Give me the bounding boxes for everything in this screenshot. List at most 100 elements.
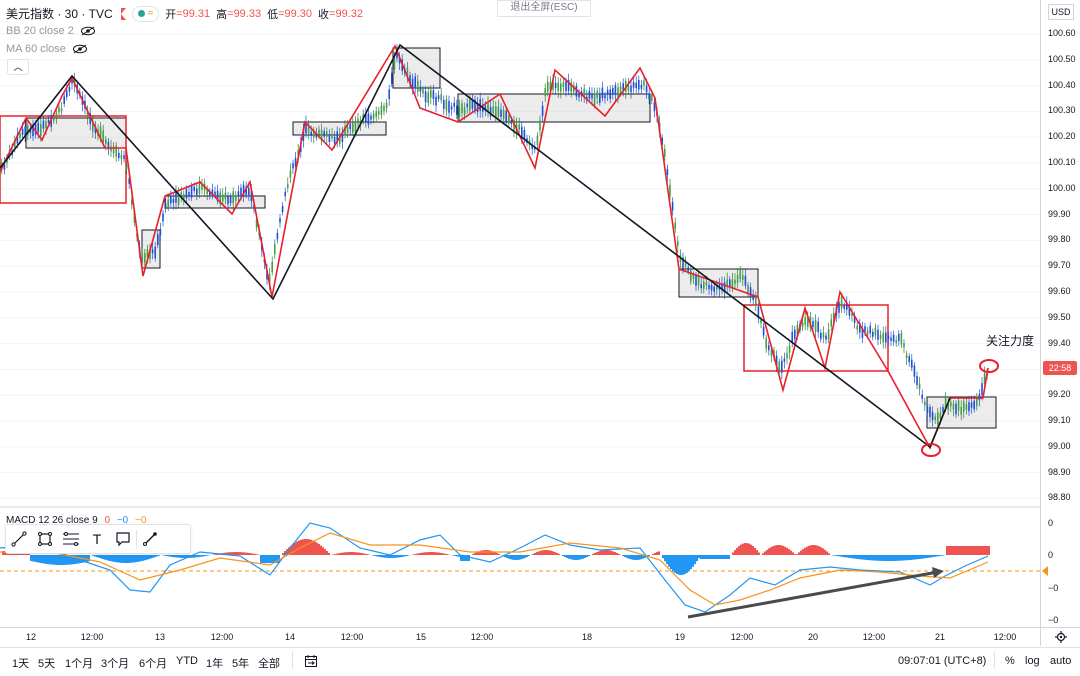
macd-bar	[754, 548, 756, 555]
market-status-pill[interactable]: ≈	[132, 6, 160, 22]
eye-hidden-icon[interactable]	[80, 26, 96, 36]
macd-bar	[936, 555, 938, 556]
macd-bar	[910, 555, 912, 560]
macd-bar	[402, 555, 404, 557]
macd-bar	[538, 551, 540, 555]
macd-tick: −0	[1048, 615, 1058, 625]
range-all-button[interactable]: 全部	[258, 655, 280, 671]
rectangle-icon[interactable]	[32, 526, 58, 552]
time-tick-label: 18	[582, 632, 592, 642]
range-1y-button[interactable]: 1年	[206, 655, 223, 671]
brush-icon[interactable]	[137, 526, 163, 552]
candle-body	[711, 285, 713, 290]
macd-bar	[848, 555, 850, 558]
candle-body	[768, 345, 770, 350]
candle-body	[425, 91, 427, 102]
candle-body	[472, 100, 474, 108]
macd-bar	[958, 546, 960, 555]
macd-bar	[864, 555, 866, 560]
candle-body	[381, 106, 383, 115]
log-scale-toggle[interactable]: log	[1025, 655, 1040, 667]
macd-bar	[142, 555, 144, 561]
indicator-ma-legend[interactable]: MA 60 close	[6, 43, 88, 55]
macd-bar	[622, 555, 624, 556]
candle-body	[240, 188, 242, 197]
macd-bar	[750, 545, 752, 555]
macd-bar	[50, 555, 52, 564]
drawing-toolbar[interactable]: T	[5, 524, 191, 554]
range-5y-button[interactable]: 5年	[232, 655, 249, 671]
callout-icon[interactable]	[110, 526, 136, 552]
candle-body	[789, 346, 791, 353]
macd-bar	[554, 552, 556, 555]
candle-body	[446, 99, 448, 110]
range-6m-button[interactable]: 6个月	[139, 655, 167, 671]
range-5d-button[interactable]: 5天	[38, 655, 55, 671]
candle-body	[804, 317, 806, 325]
currency-label[interactable]: USD	[1048, 4, 1074, 20]
candle-body	[713, 287, 715, 292]
percent-scale-toggle[interactable]: %	[1005, 655, 1015, 667]
macd-bar	[440, 553, 442, 555]
macd-bar	[584, 555, 586, 558]
time-tick-label: 12:00	[341, 632, 364, 642]
candle-body	[843, 305, 845, 308]
candle-body	[633, 82, 635, 88]
candle-body	[963, 401, 965, 411]
macd-bar	[860, 555, 862, 559]
auto-scale-toggle[interactable]: auto	[1050, 655, 1071, 667]
macd-bar	[236, 552, 238, 555]
macd-bar	[570, 555, 572, 559]
macd-bar	[850, 555, 852, 558]
collapse-legend-button[interactable]: ︿	[7, 59, 29, 75]
macd-bar	[892, 555, 894, 561]
candle-body	[173, 199, 175, 203]
candle-body	[422, 89, 424, 93]
macd-bar	[512, 555, 514, 560]
macd-bar	[672, 555, 674, 571]
eye-hidden-icon[interactable]	[72, 44, 88, 54]
annotation-text[interactable]: 关注力度	[986, 332, 1034, 349]
symbol-title[interactable]: 美元指数 · 30 · TVC	[6, 5, 113, 22]
text-icon[interactable]: T	[84, 526, 110, 552]
range-3m-button[interactable]: 3个月	[101, 655, 129, 671]
macd-bar	[842, 555, 844, 557]
macd-bar	[542, 550, 544, 555]
macd-bar	[150, 555, 152, 558]
chart-settings-corner[interactable]	[1040, 627, 1080, 646]
trend-line-icon[interactable]	[6, 526, 32, 552]
fib-icon[interactable]	[58, 526, 84, 552]
clock-timezone[interactable]: 09:07:01 (UTC+8)	[898, 655, 986, 667]
candle-body	[635, 83, 637, 88]
exit-fullscreen-button[interactable]: 退出全屏(ESC)	[497, 0, 591, 17]
candle-body	[955, 404, 957, 415]
flag-icon[interactable]	[121, 8, 126, 20]
candle-body	[196, 188, 198, 195]
candle-body	[279, 218, 281, 222]
macd-bar	[250, 553, 252, 555]
macd-bar	[118, 555, 120, 563]
candle-body	[331, 134, 333, 138]
macd-bar	[974, 546, 976, 555]
macd-bar	[102, 555, 104, 559]
candle-body	[123, 155, 125, 159]
macd-bar	[568, 555, 570, 559]
macd-bar	[668, 555, 670, 567]
date-range-icon[interactable]	[304, 654, 318, 668]
candle-body	[677, 241, 679, 245]
price-tick-label: 99.90	[1048, 209, 1071, 219]
price-axis[interactable]	[1040, 0, 1080, 645]
candle-body	[420, 87, 422, 92]
candle-body	[230, 197, 232, 203]
text-tool-glyph: T	[93, 531, 102, 547]
range-1m-button[interactable]: 1个月	[65, 655, 93, 671]
candle-body	[695, 275, 697, 285]
range-ytd-button[interactable]: YTD	[176, 655, 198, 667]
gear-icon[interactable]	[1055, 631, 1067, 643]
macd-bar	[34, 555, 36, 562]
range-1d-button[interactable]: 1天	[12, 655, 29, 671]
indicator-bb-legend[interactable]: BB 20 close 2	[6, 25, 96, 37]
candle-body	[841, 297, 843, 308]
macd-bar	[890, 555, 892, 561]
candle-body	[170, 196, 172, 203]
